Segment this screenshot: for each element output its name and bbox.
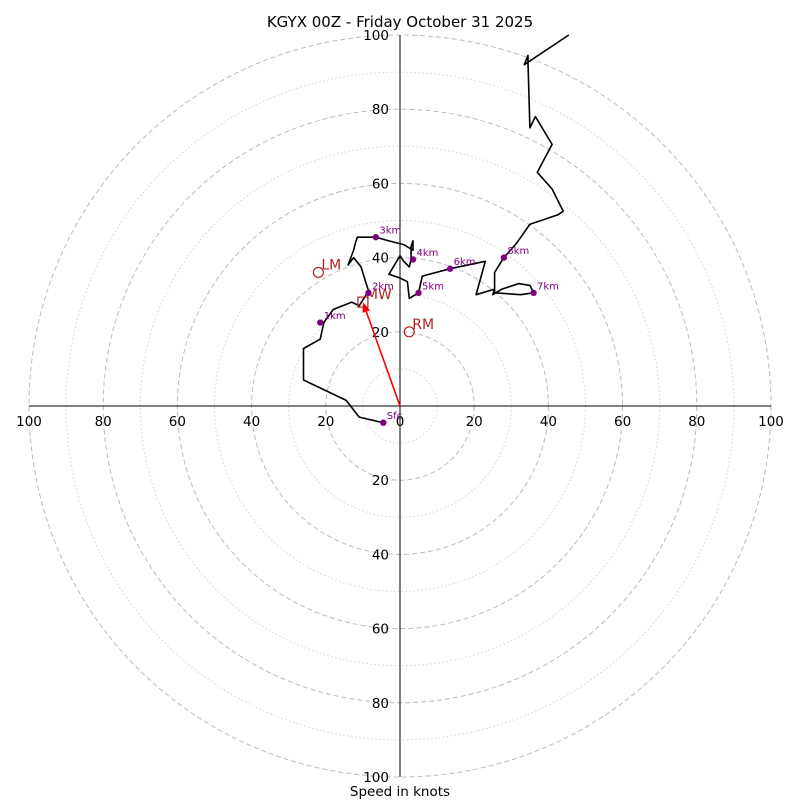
- height-point: [317, 319, 324, 326]
- height-label: 5km: [422, 281, 444, 292]
- x-tick-label: 60: [614, 414, 631, 430]
- height-label: 1km: [324, 311, 346, 322]
- x-tick-label: 20: [317, 414, 334, 430]
- hodograph-trace: [302, 34, 570, 424]
- x-tick-label: 0: [396, 414, 405, 430]
- height-label: 6km: [454, 257, 476, 268]
- x-tick-label: 80: [688, 414, 705, 430]
- rm-marker: [403, 326, 415, 338]
- rm-label: RM: [412, 317, 434, 333]
- height-label: 3km: [379, 226, 401, 237]
- mean-wind-arrow-shaft: [365, 311, 401, 407]
- height-label: 4km: [416, 248, 438, 259]
- lm-marker: [312, 266, 324, 279]
- x-tick-labels: 100 80 60 40 20 0 20 40 60 80 100: [16, 414, 784, 430]
- y-tick-label: 100: [363, 28, 389, 44]
- chart-title: KGYX 00Z - Friday October 31 2025: [267, 13, 533, 31]
- height-point: [372, 233, 380, 241]
- height-markers-group: Sfc 1km 2km 3km 4km 5km 6km 7km 8km: [317, 226, 559, 426]
- height-label: 2km: [372, 281, 394, 292]
- y-tick-label: 80: [372, 102, 389, 118]
- x-tick-label: 40: [540, 414, 557, 430]
- y-tick-label: 40: [372, 547, 389, 563]
- height-point: [530, 289, 537, 297]
- height-label: Sfc: [387, 411, 402, 422]
- height-point: [365, 289, 372, 297]
- x-tick-label: 100: [16, 414, 42, 430]
- mw-label: MW: [366, 287, 392, 303]
- y-tick-label: 60: [372, 622, 389, 638]
- height-label: 7km: [537, 281, 559, 292]
- height-point: [446, 265, 454, 272]
- y-tick-label: 40: [372, 251, 389, 267]
- x-axis-label: Speed in knots: [350, 784, 450, 800]
- height-point: [380, 419, 387, 426]
- y-tick-label: 80: [372, 696, 389, 712]
- lm-label: LM: [321, 257, 341, 273]
- x-tick-label: 80: [95, 414, 112, 430]
- height-point: [415, 289, 422, 297]
- mean-wind-arrow-group: [362, 302, 401, 407]
- height-point: [409, 256, 417, 263]
- x-tick-label: 40: [243, 414, 260, 430]
- y-tick-label: 60: [372, 176, 389, 192]
- hodograph-trace-group: [302, 34, 570, 424]
- x-tick-label: 60: [169, 414, 186, 430]
- height-label: 8km: [507, 246, 529, 257]
- x-tick-label: 20: [466, 414, 483, 430]
- y-tick-label: 20: [372, 473, 389, 489]
- x-tick-label: 100: [758, 414, 784, 430]
- storm-motion-group: LM RM MW: [312, 257, 434, 338]
- mw-marker: [357, 296, 369, 308]
- height-point: [500, 254, 508, 261]
- y-tick-label: 100: [363, 770, 389, 786]
